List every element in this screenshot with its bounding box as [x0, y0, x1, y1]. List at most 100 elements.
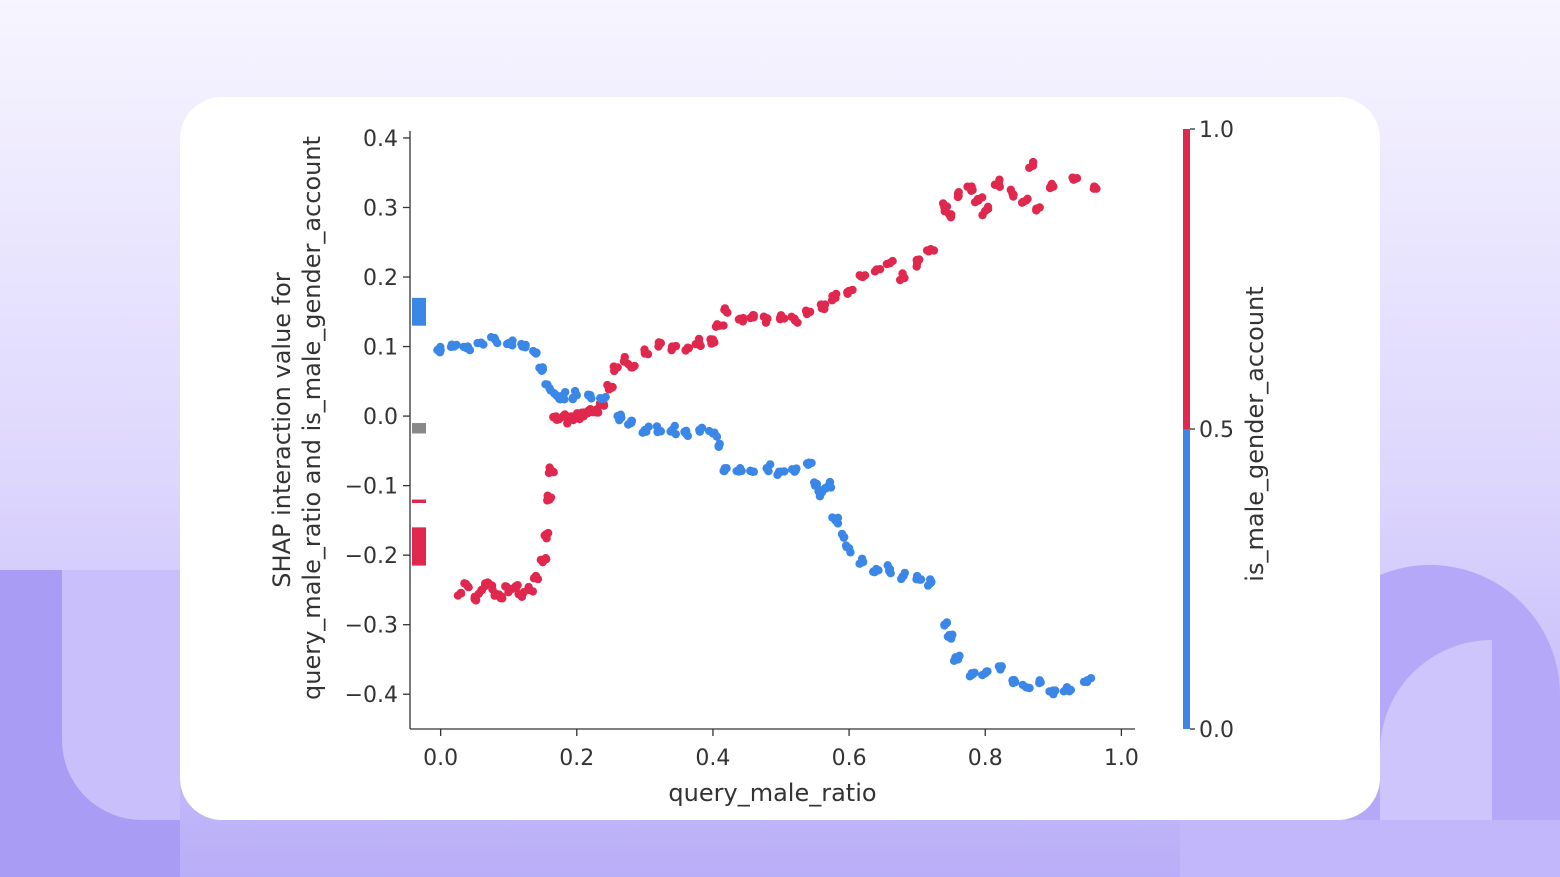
scatter-point	[719, 321, 728, 330]
scatter-point	[883, 561, 892, 570]
scatter-point	[801, 306, 811, 315]
scatter-point	[746, 466, 755, 476]
scatter-point	[461, 579, 471, 589]
scatter-point	[720, 464, 729, 473]
scatter-point	[560, 395, 569, 404]
scatter-point	[897, 574, 906, 584]
y-tick-label: −0.1	[345, 475, 398, 500]
scatter-points	[433, 157, 1101, 699]
scatter-point	[821, 483, 830, 493]
scatter-point	[1086, 673, 1096, 683]
scatter-point	[886, 569, 895, 578]
scatter-point	[1079, 677, 1089, 687]
y-tick-label: 0.2	[363, 266, 398, 291]
y-tick-label: 0.0	[363, 405, 398, 430]
scatter-point	[1009, 675, 1019, 685]
scatter-point	[530, 348, 539, 357]
colorbar-ticks: 1.0 0.5 0.0	[1190, 118, 1234, 743]
scatter-point	[446, 342, 456, 352]
scatter-point	[615, 415, 624, 425]
scatter-point	[895, 275, 905, 285]
colorbar-tick-label: 0.0	[1199, 718, 1234, 743]
scatter-point	[575, 409, 585, 419]
scatter-point	[912, 255, 921, 265]
scatter-point	[570, 386, 580, 396]
scatter-point	[792, 464, 801, 473]
scatter-point	[898, 269, 907, 278]
scatter-point	[652, 422, 662, 431]
chart-card: 0.0 0.2 0.4 0.6 0.8 1.0 0.4 0.3 0.2 0.1 0.0 −0.1 −0…	[180, 97, 1380, 820]
scatter-point	[603, 380, 612, 390]
scatter-point	[543, 491, 552, 500]
scatter-point	[483, 578, 492, 587]
scatter-point	[655, 339, 664, 349]
y-tick-label: 0.4	[363, 127, 398, 152]
scatter-point	[900, 568, 910, 578]
axes	[409, 131, 1135, 730]
scatter-point	[1090, 182, 1100, 192]
background-shape-left	[0, 570, 180, 877]
scatter-point	[533, 574, 543, 584]
scatter-point	[694, 334, 704, 344]
scatter-point	[965, 672, 975, 681]
scatter-point	[983, 204, 993, 214]
scatter-point	[995, 182, 1004, 191]
scatter-point	[833, 513, 843, 523]
scatter-point	[912, 262, 921, 271]
scatter-point	[872, 265, 881, 274]
scatter-point	[642, 427, 651, 436]
scatter-point	[502, 339, 512, 349]
scatter-point	[790, 316, 800, 325]
scatter-point	[568, 395, 578, 404]
scatter-point	[496, 593, 505, 603]
x-tick-label: 0.4	[695, 746, 730, 771]
x-tick-label: 0.6	[832, 746, 867, 771]
scatter-point	[948, 630, 957, 639]
scatter-point	[942, 618, 952, 628]
scatter-point	[1018, 197, 1028, 207]
scatter-point	[815, 492, 825, 501]
shap-dependence-plot: 0.0 0.2 0.4 0.6 0.8 1.0 0.4 0.3 0.2 0.1 0.0 −0.1 −0…	[268, 118, 1269, 807]
scatter-point	[627, 416, 637, 425]
scatter-point	[476, 338, 486, 347]
scatter-point	[1047, 179, 1056, 189]
scatter-point	[435, 348, 445, 357]
scatter-point	[855, 271, 864, 280]
scatter-point	[569, 415, 578, 425]
scatter-point	[739, 313, 748, 323]
scatter-point	[1006, 185, 1016, 195]
scatter-point	[953, 192, 963, 202]
scatter-point	[944, 210, 954, 219]
scatter-point	[712, 320, 722, 329]
scatter-point	[868, 567, 878, 576]
scatter-point	[538, 365, 548, 374]
y-tick-label: 0.1	[363, 336, 398, 361]
scatter-point	[732, 466, 741, 476]
scatter-point	[1065, 687, 1074, 696]
scatter-point	[848, 285, 857, 295]
x-axis-label: query_male_ratio	[668, 779, 876, 807]
colorbar-tick-label: 0.5	[1199, 418, 1234, 443]
scatter-point	[748, 310, 758, 320]
scatter-point	[968, 185, 977, 195]
background-shape-left-inner	[62, 570, 180, 820]
scatter-point	[493, 338, 502, 348]
scatter-point	[842, 543, 851, 552]
y-axis-label-line1: SHAP interaction value for	[268, 272, 296, 588]
colorbar-tick-label: 1.0	[1199, 118, 1234, 143]
scatter-point	[723, 308, 732, 317]
scatter-point	[560, 387, 570, 397]
scatter-point	[705, 426, 714, 436]
scatter-point	[923, 581, 933, 590]
scatter-point	[601, 392, 610, 402]
scatter-point	[508, 584, 517, 593]
scatter-point	[542, 554, 551, 564]
scatter-point	[630, 361, 639, 371]
scatter-point	[609, 362, 618, 371]
strip-segment	[412, 297, 426, 326]
y-ticks: 0.4 0.3 0.2 0.1 0.0 −0.1 −0.2 −0.3 −0.4	[345, 127, 410, 708]
scatter-point	[681, 426, 691, 436]
colorbar-gradient	[1183, 129, 1190, 729]
scatter-point	[1068, 173, 1077, 182]
scatter-point	[684, 343, 694, 353]
